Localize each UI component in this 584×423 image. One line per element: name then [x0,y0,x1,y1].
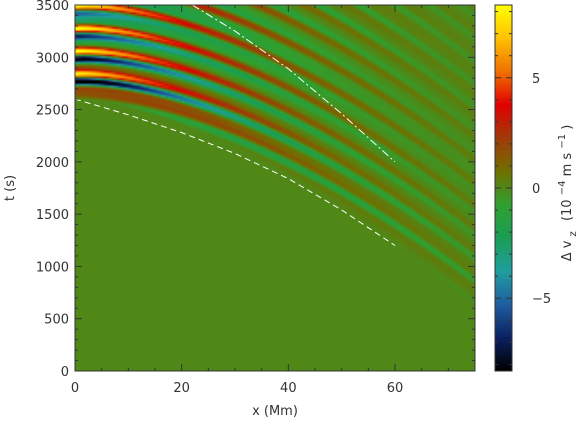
plot-frame [74,4,476,372]
x-axis: 0 20 40 60 [71,5,476,396]
colorbar-tick-label: 5 [532,72,540,87]
colorbar-title-subscript: z [568,231,579,236]
colorbar-tick-label: 0 [532,182,540,197]
overlay-lines [75,5,396,246]
y-tick-label: 2500 [36,104,69,119]
colorbar-title-main: Δ v [560,240,575,261]
y-tick-label: 1500 [36,208,69,223]
colorbar-title-unit-open: (10 [560,199,575,221]
x-axis-title: x (Mm) [252,404,298,419]
y-tick-label: 3000 [36,51,69,66]
colorbar-tick-label: −5 [532,292,551,307]
colorbar-title-exponent-1: −4 [557,181,568,196]
x-tick-label: 60 [387,381,404,396]
x-tick-label: 20 [173,381,190,396]
y-axis: 0 500 1000 1500 2000 2500 3000 3500 [36,0,475,380]
x-tick-label: 40 [280,381,297,396]
colorbar-ticks: −5 0 5 [495,11,551,365]
colorbar: −5 0 5 Δ v z (10 −4 m s −1 ) [494,4,580,372]
y-tick-label: 3500 [36,0,69,14]
x-tick-label: 0 [71,381,79,396]
y-tick-label: 500 [44,313,69,328]
y-tick-label: 1000 [36,260,69,275]
plot-area [74,4,476,372]
overlay-line-1 [75,98,396,246]
colorbar-title-unit-close: ) [560,125,575,130]
y-tick-label: 2000 [36,156,69,171]
y-axis-title: t (s) [3,175,18,201]
overlay-line-2 [192,5,396,163]
y-tick-label: 0 [61,365,69,380]
colorbar-title-exponent-2: −1 [557,134,568,149]
heatmap-image [75,5,475,371]
colorbar-title-unit-mid: m s [560,153,575,177]
colorbar-title: Δ v z (10 −4 m s −1 ) [554,125,580,262]
